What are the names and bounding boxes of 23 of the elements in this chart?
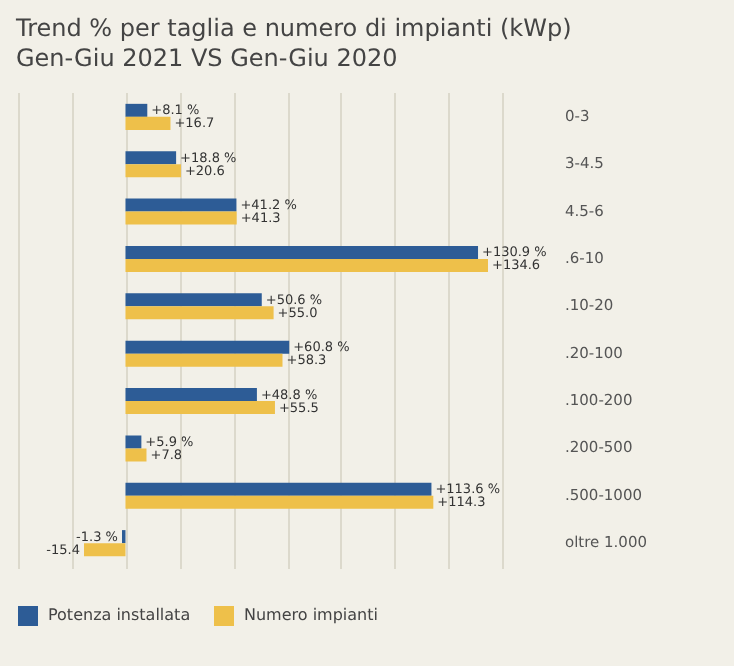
- bar: [125, 211, 237, 225]
- bar: [125, 116, 171, 130]
- legend-label: Potenza installata: [48, 606, 191, 624]
- bar: [125, 401, 275, 415]
- bar: [125, 258, 488, 272]
- chart-title: Trend % per taglia e numero di impianti (kWp): [14, 14, 572, 42]
- bar: [125, 164, 181, 178]
- bar: [125, 245, 479, 259]
- bar: [125, 353, 283, 367]
- legend-label: Numero impianti: [244, 606, 378, 624]
- bar: [125, 388, 257, 402]
- bar: [125, 340, 290, 354]
- bar: [125, 482, 432, 496]
- bar: [125, 435, 142, 449]
- bar: [125, 448, 147, 462]
- bar: [125, 293, 262, 307]
- bar: [84, 543, 126, 557]
- bar: [125, 103, 148, 117]
- bar: [125, 306, 274, 320]
- bar: [125, 495, 434, 509]
- bar: [125, 151, 177, 165]
- bar: [125, 198, 237, 212]
- chart-subtitle: Gen-Giu 2021 VS Gen-Giu 2020: [16, 44, 398, 72]
